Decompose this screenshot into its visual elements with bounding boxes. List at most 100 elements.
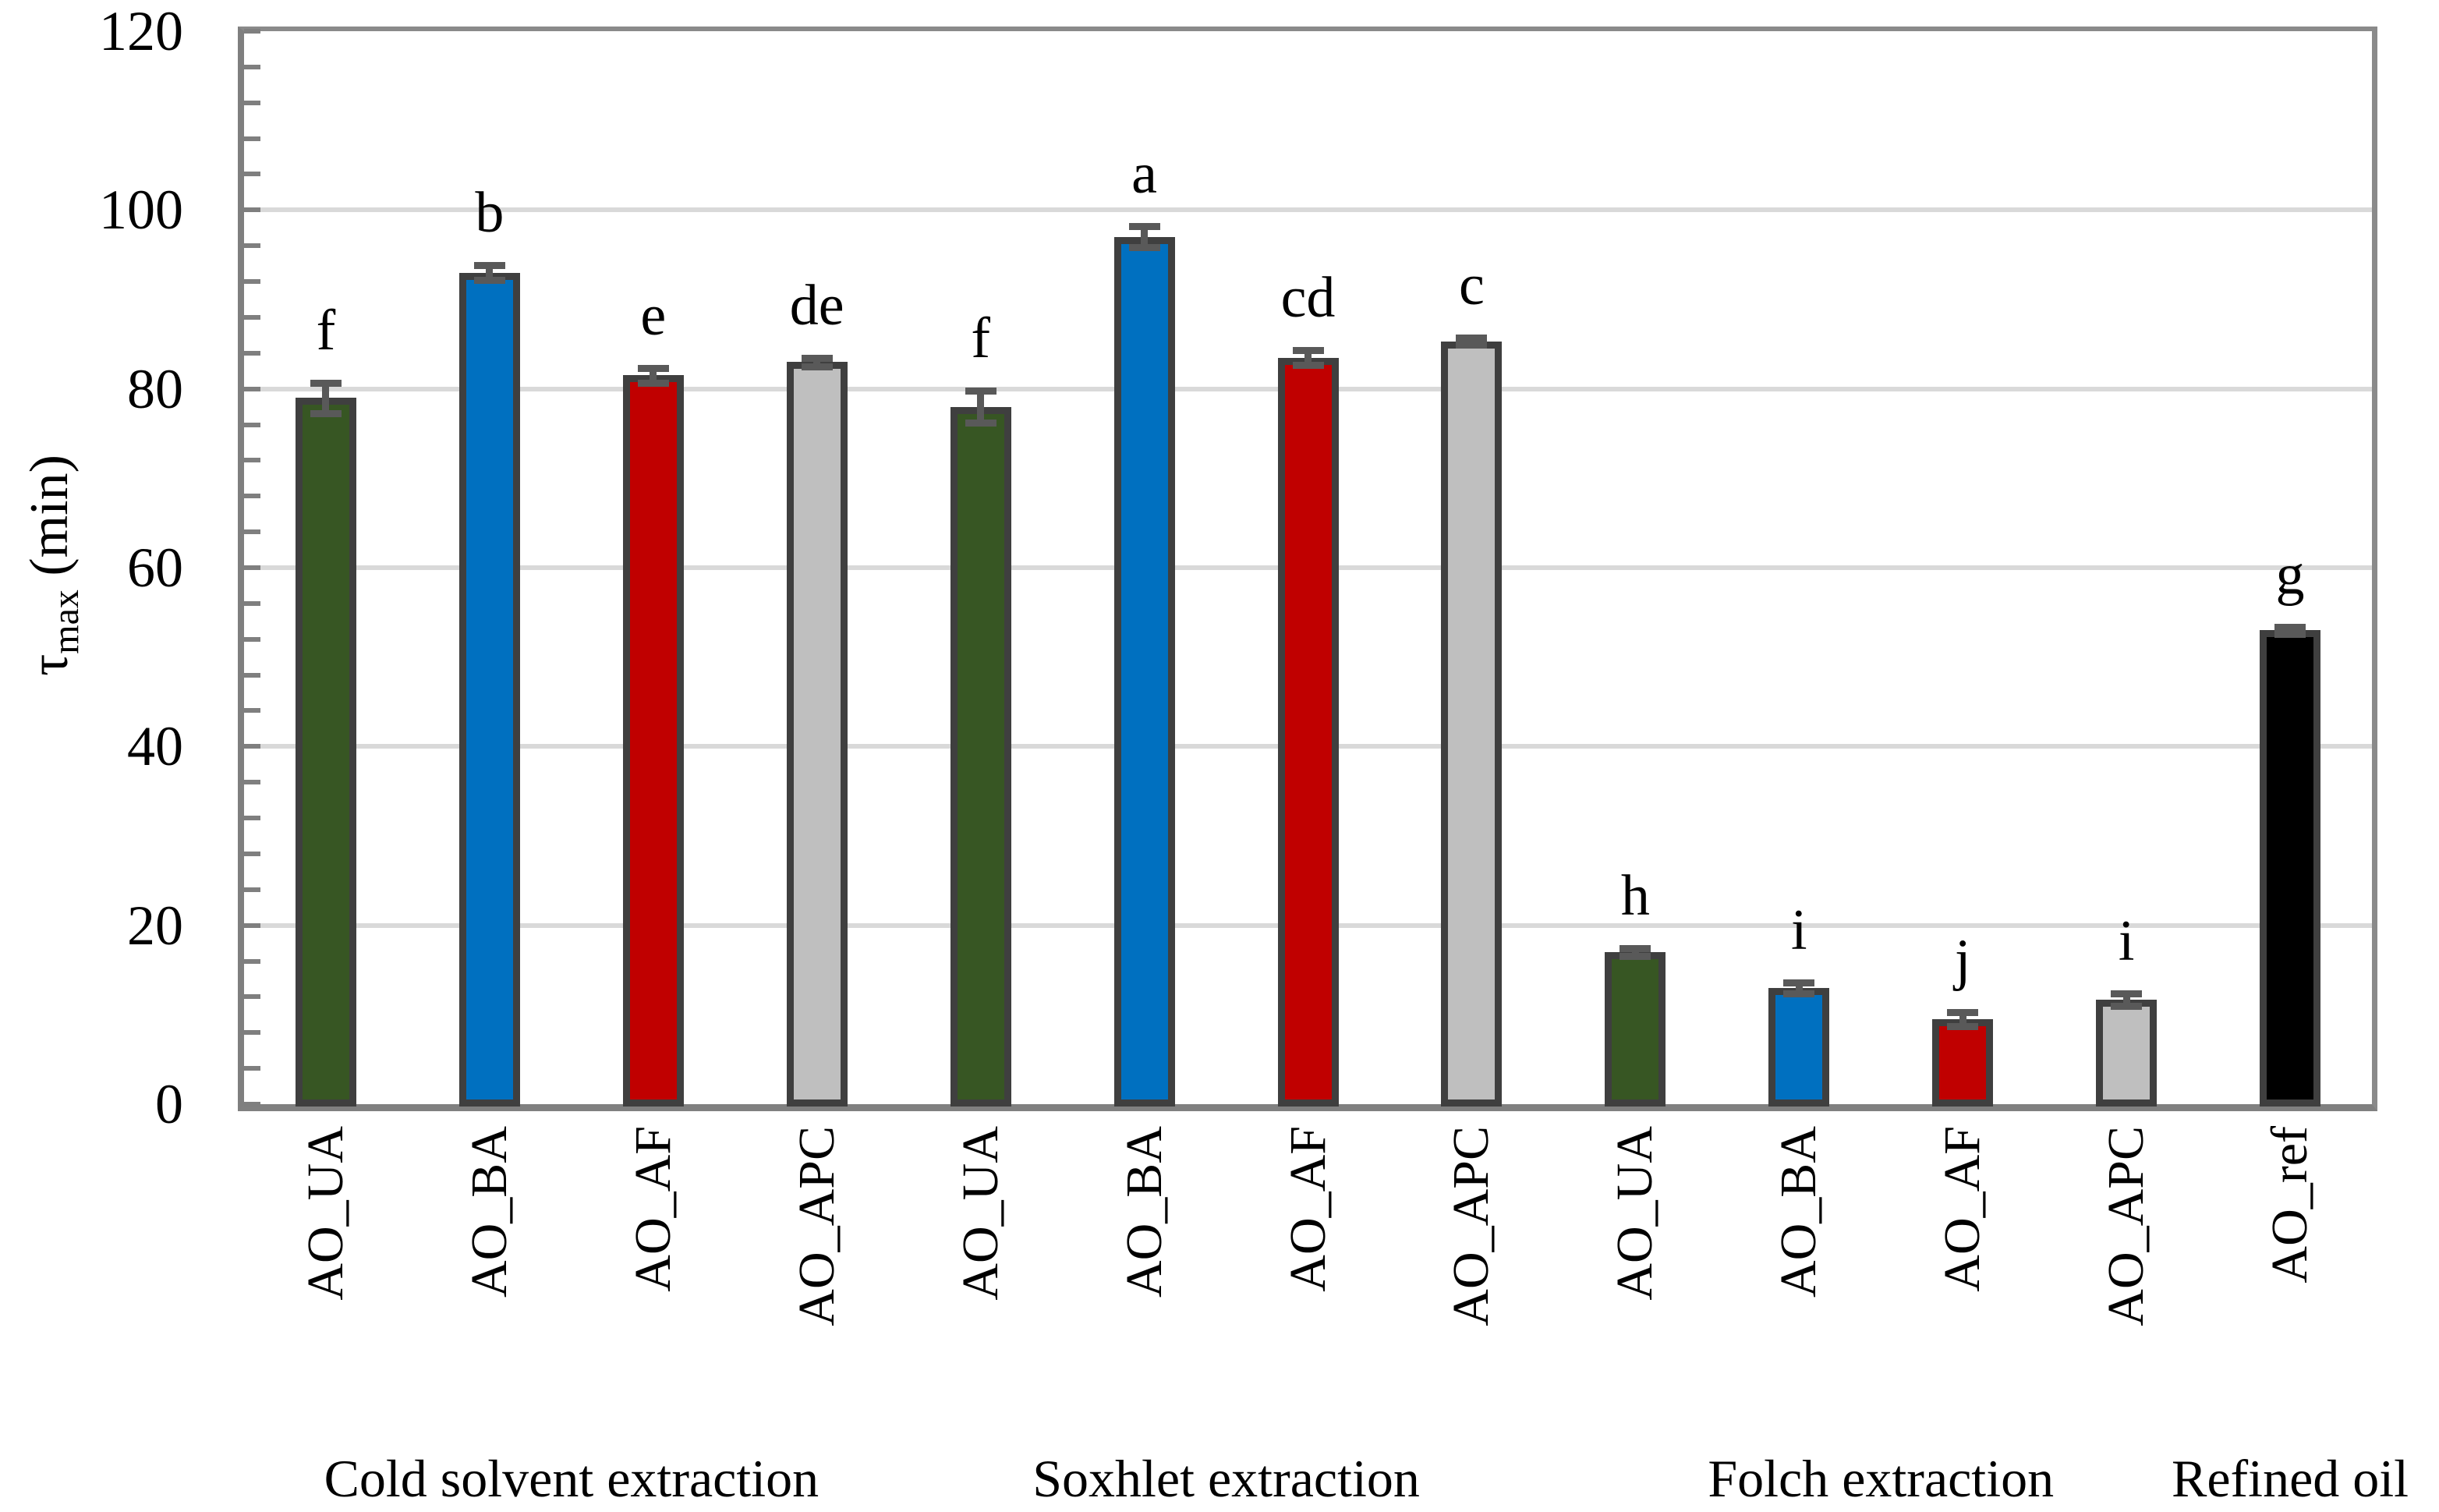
x-tick-label-ao_af: AO_AF xyxy=(1279,1126,1336,1422)
y-tick-label: 100 xyxy=(99,179,183,242)
x-tick-label-text: AO_AF xyxy=(1279,1126,1336,1292)
y-axis-tick xyxy=(244,780,260,785)
error-bar-cap-bottom xyxy=(801,363,833,370)
x-tick-label-ao_ba: AO_BA xyxy=(461,1126,518,1422)
y-axis-tick xyxy=(244,29,260,34)
significance-letter: cd xyxy=(1280,266,1336,331)
group-label: Cold solvent extraction xyxy=(324,1449,819,1508)
y-axis-tick xyxy=(244,1030,260,1036)
x-tick-label-text: AO_UA xyxy=(1606,1126,1664,1301)
x-tick-label-text: AO_APC xyxy=(788,1126,845,1326)
y-axis-tick xyxy=(244,851,260,856)
x-tick-label-ao_af: AO_AF xyxy=(624,1126,681,1422)
bar-ao_ba xyxy=(1113,236,1175,1107)
significance-letter: i xyxy=(1790,898,1807,963)
error-bar xyxy=(322,382,330,413)
error-bar-cap-top xyxy=(1456,335,1488,342)
y-axis-tick xyxy=(244,350,260,356)
x-tick-label-text: AO_AF xyxy=(1934,1126,1991,1292)
y-axis-tick xyxy=(244,279,260,285)
error-bar xyxy=(2122,993,2130,1006)
error-bar-cap-bottom xyxy=(965,420,996,427)
significance-letter: f xyxy=(316,298,336,363)
bar-ao_apc xyxy=(2096,999,2158,1107)
error-bar-cap-top xyxy=(310,379,342,387)
significance-letter: h xyxy=(1620,864,1650,929)
bar-ao_ua xyxy=(1605,952,1666,1107)
error-bar-cap-bottom xyxy=(473,276,505,284)
error-bar xyxy=(1959,1011,1966,1027)
error-bar xyxy=(977,390,985,423)
y-axis-tick xyxy=(244,1102,260,1107)
y-axis-tick xyxy=(244,529,260,535)
error-bar-cap-bottom xyxy=(2111,1002,2143,1010)
bar-ao_ba xyxy=(458,272,520,1107)
significance-letter: i xyxy=(2118,908,2135,973)
error-bar-cap-top xyxy=(1292,347,1324,355)
x-tick-label-ao_apc: AO_APC xyxy=(2097,1126,2154,1422)
bar-ao_apc xyxy=(1441,341,1503,1107)
y-axis-tick xyxy=(244,636,260,642)
error-bar-cap-top xyxy=(1620,945,1651,953)
group-label: Refined oil xyxy=(2172,1449,2409,1508)
error-bar-cap-top xyxy=(965,387,996,395)
y-tick-label: 120 xyxy=(99,0,183,62)
x-tick-label-ao_ref: AO_ref xyxy=(2261,1126,2319,1422)
y-axis-tick xyxy=(244,64,260,69)
y-tick-label: 0 xyxy=(155,1073,183,1135)
error-bar xyxy=(1304,350,1312,365)
y-axis-tick xyxy=(244,744,260,749)
error-bar xyxy=(1141,225,1149,248)
x-tick-label-text: AO_ref xyxy=(2261,1126,2319,1284)
y-axis-tick xyxy=(244,207,260,213)
x-tick-label-text: AO_AF xyxy=(624,1126,681,1292)
x-tick-label-text: AO_BA xyxy=(1770,1126,1828,1298)
error-bar-cap-top xyxy=(2274,623,2306,631)
error-bar-cap-bottom xyxy=(1456,342,1488,349)
x-tick-label-text: AO_UA xyxy=(296,1126,354,1301)
y-gridline xyxy=(244,207,2372,213)
x-tick-label-text: AO_APC xyxy=(1443,1126,1500,1326)
error-bar-cap-top xyxy=(801,354,833,362)
y-axis-tick xyxy=(244,494,260,499)
x-tick-label-ao_ua: AO_UA xyxy=(296,1126,354,1422)
error-bar-cap-bottom xyxy=(310,409,342,417)
x-tick-label-ao_ba: AO_BA xyxy=(1770,1126,1828,1422)
y-axis-tick xyxy=(244,422,260,427)
y-axis-tick xyxy=(244,600,260,606)
y-axis-title-symbol: τ xyxy=(19,653,80,676)
significance-letter: a xyxy=(1131,141,1157,206)
bar-ao_apc xyxy=(786,362,848,1107)
error-bar-cap-bottom xyxy=(1947,1023,1979,1031)
y-axis-tick xyxy=(244,816,260,821)
error-bar-cap-bottom xyxy=(1292,361,1324,369)
y-axis-tick xyxy=(244,100,260,105)
y-axis-tick xyxy=(244,565,260,570)
error-bar-cap-bottom xyxy=(2274,630,2306,638)
y-axis-tick xyxy=(244,922,260,928)
error-bar-cap-top xyxy=(1947,1008,1979,1016)
group-label: Soxhlet extraction xyxy=(1032,1449,1420,1508)
error-bar-cap-bottom xyxy=(1783,990,1815,997)
x-tick-label-ao_ba: AO_BA xyxy=(1116,1126,1173,1422)
bar-ao_af xyxy=(622,375,684,1107)
error-bar-cap-bottom xyxy=(1620,952,1651,960)
error-bar xyxy=(650,368,657,383)
y-axis-tick xyxy=(244,672,260,678)
error-bar-cap-bottom xyxy=(637,379,669,387)
y-axis-tick xyxy=(244,386,260,391)
x-tick-label-text: AO_UA xyxy=(951,1126,1009,1301)
significance-letter: g xyxy=(2275,542,2305,607)
bar-ao_ba xyxy=(1768,987,1830,1107)
x-tick-label-ao_apc: AO_APC xyxy=(1443,1126,1500,1422)
significance-letter: b xyxy=(475,181,504,246)
error-bar-cap-bottom xyxy=(1128,244,1160,252)
group-label: Folch extraction xyxy=(1708,1449,2055,1508)
error-bar-cap-top xyxy=(1128,222,1160,230)
bar-ao_af xyxy=(1277,357,1339,1107)
bar-ao_af xyxy=(1932,1019,1994,1107)
y-tick-label: 20 xyxy=(127,894,183,957)
error-bar xyxy=(486,265,494,280)
error-bar xyxy=(1795,983,1803,993)
